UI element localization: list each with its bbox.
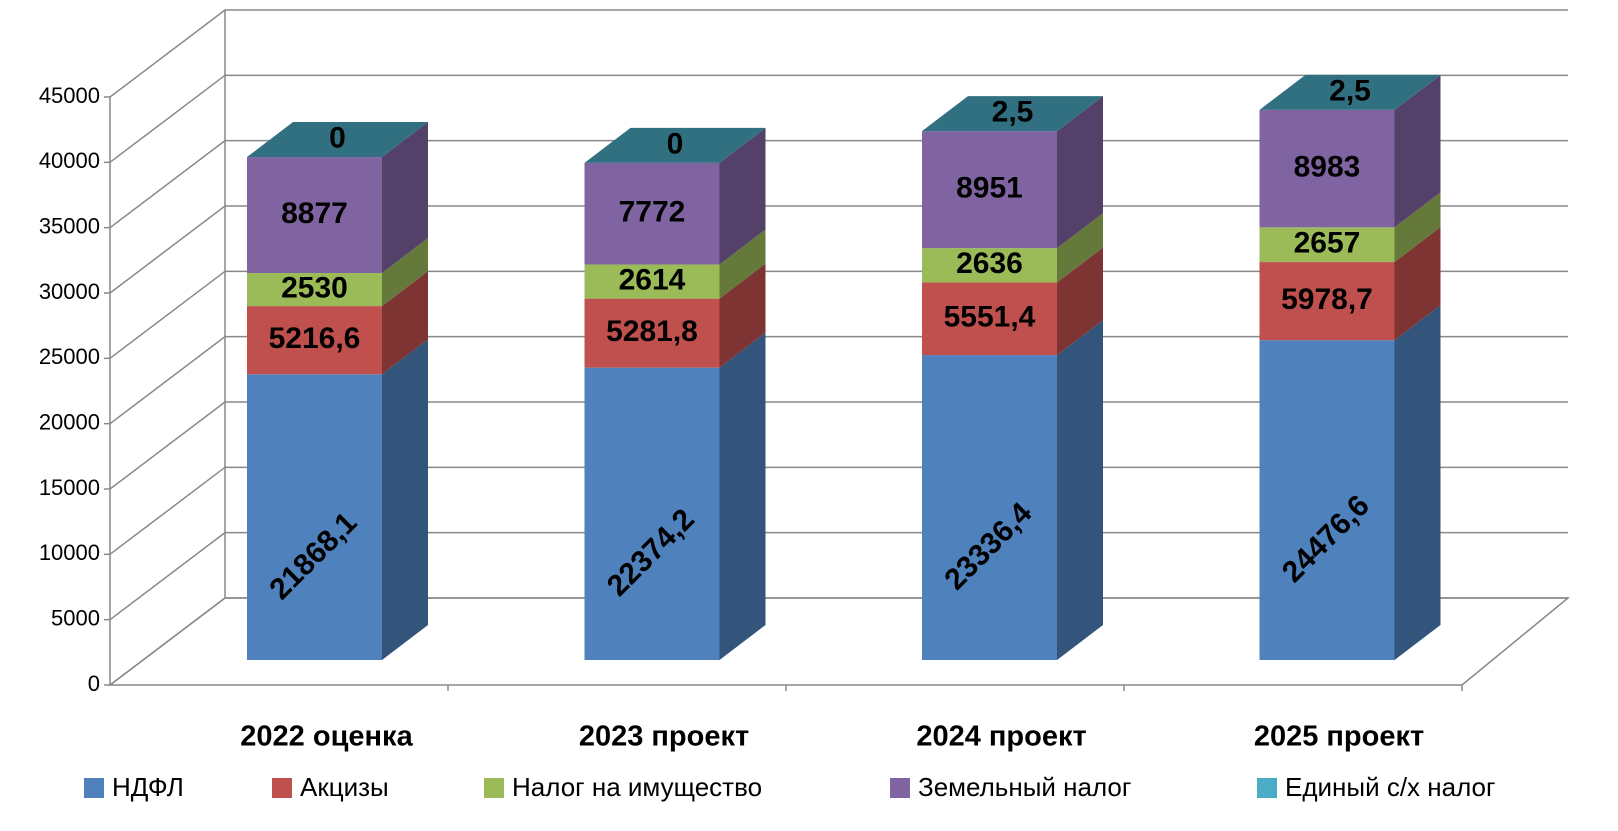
bar-side bbox=[382, 339, 428, 660]
bar-side bbox=[1394, 305, 1441, 660]
legend-label: Единый с/х налог bbox=[1285, 772, 1496, 802]
bar-segment bbox=[247, 374, 382, 660]
legend-label: Акцизы bbox=[300, 772, 389, 802]
legend-label: Земельный налог bbox=[918, 772, 1131, 802]
value-label: 5551,4 bbox=[944, 301, 1036, 334]
bar-segment bbox=[1259, 227, 1395, 263]
value-label: 8983 bbox=[1294, 151, 1361, 184]
bar-side bbox=[1394, 74, 1441, 228]
bar-segment bbox=[584, 298, 720, 368]
bar-side bbox=[1057, 213, 1103, 283]
bar-segment bbox=[922, 282, 1057, 356]
grid-line bbox=[109, 531, 1568, 621]
bar-top bbox=[247, 122, 428, 158]
bar-segment bbox=[247, 306, 382, 375]
bar-side bbox=[719, 332, 766, 660]
legend-swatch bbox=[84, 778, 104, 798]
bar-side bbox=[1394, 227, 1441, 341]
bar-top bbox=[584, 127, 766, 163]
y-tick-label: 15000 bbox=[39, 475, 100, 500]
grid-line bbox=[109, 9, 1568, 98]
y-tick-label: 0 bbox=[88, 671, 100, 696]
bar-side bbox=[382, 271, 428, 375]
bar-segment bbox=[584, 162, 720, 265]
y-tick-label: 30000 bbox=[39, 279, 100, 304]
bar-segment bbox=[1259, 262, 1395, 341]
grid-line bbox=[109, 139, 1568, 229]
y-tick-label: 25000 bbox=[39, 344, 100, 369]
bar-segment bbox=[1259, 340, 1395, 660]
grid-line bbox=[109, 335, 1568, 425]
value-label: 2530 bbox=[281, 271, 348, 304]
bar-top bbox=[922, 96, 1103, 132]
legend-swatch bbox=[890, 778, 910, 798]
value-label: 2636 bbox=[956, 247, 1023, 280]
legend-label: НДФЛ bbox=[112, 772, 184, 802]
value-label: 5978,7 bbox=[1281, 283, 1373, 316]
value-label: 7772 bbox=[619, 196, 686, 229]
grid-line bbox=[109, 270, 1568, 359]
value-labels: 21868,15216,625308877022374,25281,826147… bbox=[263, 74, 1376, 606]
bar-side bbox=[1057, 247, 1103, 356]
x-tick-label: 2025 проект bbox=[1254, 721, 1424, 753]
grid-line bbox=[109, 466, 1568, 555]
bar-segment bbox=[247, 157, 382, 274]
bar-side bbox=[1057, 96, 1103, 132]
legend-swatch bbox=[272, 778, 292, 798]
bar-segment bbox=[247, 273, 382, 307]
bar-side bbox=[719, 127, 766, 265]
legend-swatch bbox=[484, 778, 504, 798]
value-label: 2,5 bbox=[992, 96, 1034, 129]
x-tick-label: 2024 проект bbox=[916, 721, 1086, 753]
y-tick-label: 20000 bbox=[39, 409, 100, 434]
bar-side bbox=[1394, 192, 1441, 263]
grid-line bbox=[109, 74, 1568, 163]
value-label: 8951 bbox=[956, 172, 1023, 205]
bar-segment bbox=[922, 131, 1057, 249]
bar-segment bbox=[922, 355, 1057, 660]
bar-segment bbox=[584, 264, 720, 299]
bar-side bbox=[1394, 74, 1441, 110]
grid-line bbox=[109, 401, 1568, 490]
bar-side bbox=[1057, 96, 1103, 249]
legend-swatch bbox=[1257, 778, 1277, 798]
bar-side bbox=[382, 122, 428, 274]
value-label: 0 bbox=[329, 121, 346, 154]
value-label: 2657 bbox=[1294, 227, 1361, 260]
bar-segment bbox=[922, 248, 1057, 283]
grid-line bbox=[109, 205, 1568, 294]
value-label: 8877 bbox=[281, 197, 348, 230]
grid-line bbox=[109, 597, 1568, 686]
bar-side bbox=[1057, 320, 1103, 660]
value-label: 2614 bbox=[619, 263, 686, 296]
value-label: 5216,6 bbox=[269, 322, 361, 355]
value-label: 5281,8 bbox=[606, 315, 698, 348]
bar-side bbox=[719, 263, 766, 368]
y-tick-label: 35000 bbox=[39, 213, 100, 238]
y-tick-label: 10000 bbox=[39, 540, 100, 565]
bar-side bbox=[382, 238, 428, 307]
bar-segment bbox=[584, 367, 720, 660]
x-tick-label: 2022 оценка bbox=[240, 721, 413, 753]
x-tick-label: 2023 проект bbox=[579, 721, 749, 753]
y-tick-label: 45000 bbox=[39, 83, 100, 108]
legend-label: Налог на имущество bbox=[512, 772, 762, 802]
y-tick-label: 5000 bbox=[51, 605, 100, 630]
value-label: 0 bbox=[667, 127, 684, 160]
bar-side bbox=[719, 229, 766, 299]
y-tick-label: 40000 bbox=[39, 148, 100, 173]
bar-segment bbox=[1259, 109, 1395, 228]
value-label: 2,5 bbox=[1329, 74, 1371, 107]
bar-top bbox=[1259, 74, 1441, 110]
